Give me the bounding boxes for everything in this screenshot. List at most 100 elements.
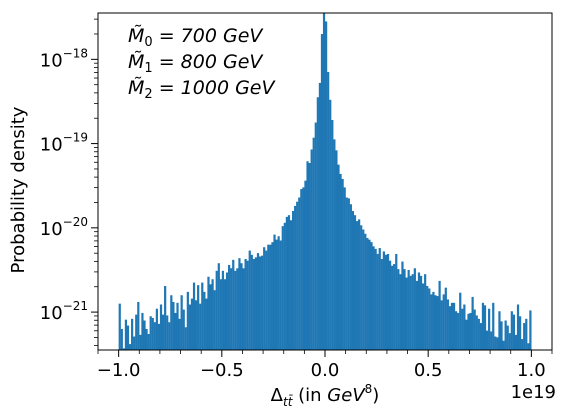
histogram-bar bbox=[133, 336, 136, 350]
histogram-bar bbox=[345, 197, 348, 350]
histogram-bar bbox=[331, 120, 334, 350]
histogram-bar bbox=[481, 302, 485, 350]
histogram-bar bbox=[510, 311, 513, 350]
histogram-bar bbox=[147, 333, 150, 350]
histogram-bar bbox=[269, 244, 272, 350]
histogram-bar bbox=[337, 164, 340, 350]
histogram-bar bbox=[184, 327, 187, 350]
histogram-bar bbox=[424, 274, 427, 350]
x-tick-label: 1.0 bbox=[517, 360, 546, 381]
histogram-bar bbox=[391, 265, 394, 350]
histogram-bar bbox=[122, 348, 125, 350]
histogram-bar bbox=[164, 285, 167, 350]
histogram-bar bbox=[302, 187, 305, 350]
histogram-bar bbox=[362, 229, 365, 350]
histogram-bar bbox=[131, 318, 134, 350]
histogram-bar bbox=[178, 318, 181, 350]
histogram-bar bbox=[471, 296, 474, 350]
histogram-bar bbox=[256, 253, 260, 350]
histogram-bar bbox=[236, 268, 239, 350]
histogram-bar bbox=[397, 269, 400, 350]
histogram-bar bbox=[126, 325, 130, 350]
histogram-bar bbox=[263, 247, 266, 350]
histogram-bar bbox=[438, 280, 441, 350]
histogram-bar bbox=[327, 71, 330, 350]
histogram-bar bbox=[448, 306, 452, 350]
histogram-bar bbox=[294, 205, 297, 350]
histogram-bar bbox=[265, 250, 268, 350]
histogram-bar bbox=[281, 226, 284, 350]
x-axis-label: Δtt̄ (in GeV8) bbox=[271, 382, 380, 409]
histogram-bar bbox=[527, 343, 530, 350]
histogram-bar bbox=[320, 34, 324, 351]
y-tick-label: 10−21 bbox=[40, 299, 88, 324]
histogram-bar bbox=[393, 264, 396, 350]
histogram-bar bbox=[141, 312, 144, 350]
histogram-bar bbox=[172, 301, 175, 350]
histogram-bar bbox=[238, 258, 241, 350]
histogram-bar bbox=[205, 298, 208, 350]
y-tick-label: 10−20 bbox=[40, 215, 88, 240]
histogram-bar bbox=[139, 334, 142, 350]
histogram-bar bbox=[283, 222, 286, 350]
histogram-bar bbox=[298, 197, 301, 350]
histogram-bar bbox=[485, 330, 489, 350]
histogram-bar bbox=[252, 259, 255, 350]
x-tick-label: 0.0 bbox=[311, 360, 340, 381]
histogram-bar bbox=[221, 270, 225, 350]
histogram-bar bbox=[248, 250, 251, 350]
histogram-bar bbox=[124, 319, 128, 350]
histogram-bar bbox=[287, 215, 291, 350]
histogram-bar bbox=[376, 253, 379, 350]
histogram-bar bbox=[388, 260, 392, 350]
histogram-bar bbox=[366, 237, 369, 350]
histogram-bar bbox=[192, 282, 196, 350]
histogram-bar bbox=[261, 255, 264, 350]
histogram-bar bbox=[436, 296, 439, 350]
histogram-bar bbox=[197, 285, 200, 350]
histogram-bar bbox=[523, 323, 526, 350]
histogram-bar bbox=[405, 277, 408, 350]
histogram-bar bbox=[426, 285, 429, 350]
histogram-bar bbox=[494, 336, 497, 350]
histogram-bar bbox=[201, 282, 204, 350]
histogram-bar bbox=[432, 291, 435, 350]
histogram-bar bbox=[360, 225, 363, 350]
histogram-bar bbox=[159, 304, 163, 350]
histogram-bar bbox=[516, 304, 520, 350]
x-tick-label: −1.0 bbox=[97, 360, 141, 381]
histogram-bar bbox=[180, 295, 183, 350]
histogram-bar bbox=[479, 323, 482, 350]
histogram-bar bbox=[217, 263, 220, 350]
histogram-bar bbox=[339, 173, 342, 350]
histogram-bar bbox=[380, 259, 383, 350]
histogram-bar bbox=[455, 311, 458, 350]
annotation-line-0: M̃0 = 700 GeV bbox=[128, 25, 264, 50]
histogram-bar bbox=[153, 322, 156, 350]
histogram-bar bbox=[473, 309, 476, 350]
histogram-bar bbox=[135, 314, 138, 350]
histogram-bar bbox=[246, 260, 249, 350]
histogram-bar bbox=[120, 328, 123, 350]
histogram-bar bbox=[457, 312, 460, 350]
histogram-bar bbox=[308, 162, 311, 350]
histogram-bar bbox=[364, 233, 367, 350]
histogram-bar bbox=[518, 316, 522, 350]
histogram-bar bbox=[333, 139, 336, 351]
histogram-bar bbox=[444, 287, 447, 350]
histogram-bar bbox=[461, 308, 464, 350]
histogram-bar bbox=[343, 187, 346, 350]
histogram-bar bbox=[316, 97, 319, 350]
histogram-bar bbox=[347, 198, 350, 350]
histogram-bar bbox=[407, 269, 410, 350]
histogram-bar bbox=[496, 337, 499, 350]
histogram-bar bbox=[275, 239, 278, 350]
histogram-bar bbox=[258, 256, 262, 350]
histogram-bar bbox=[277, 236, 280, 350]
histogram-bar bbox=[512, 314, 515, 350]
histogram-bar bbox=[170, 295, 173, 350]
histogram-bar bbox=[358, 219, 361, 350]
x-tick-label: 0.5 bbox=[414, 360, 443, 381]
histogram-bar bbox=[174, 312, 177, 350]
histogram-bar bbox=[428, 288, 431, 350]
